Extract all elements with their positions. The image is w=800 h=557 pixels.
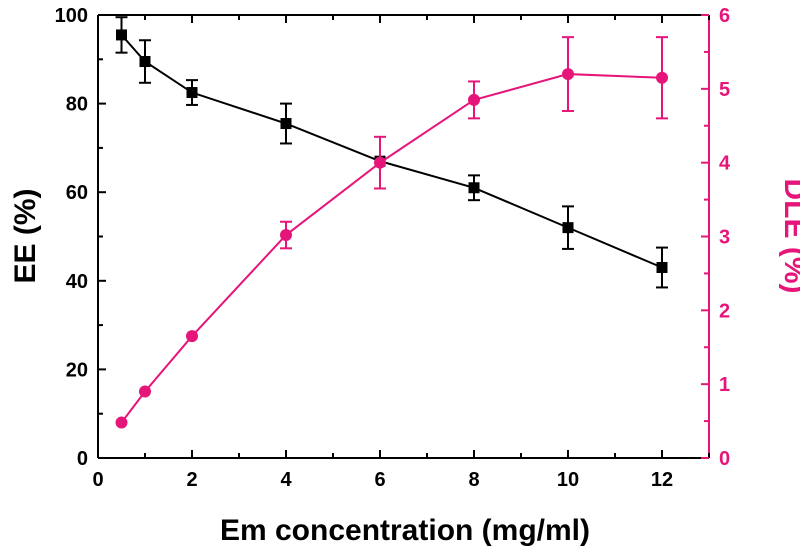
- y-tick-label-left: 80: [66, 94, 88, 116]
- x-tick-label: 8: [468, 469, 479, 491]
- data-point-square: [656, 262, 668, 274]
- x-tick-label: 4: [280, 469, 292, 491]
- series-1: [115, 16, 668, 289]
- data-point-circle: [468, 93, 480, 106]
- y-tick-label-right: 6: [719, 5, 730, 27]
- y-tick-label-left: 40: [66, 271, 88, 293]
- y-tick-label-right: 3: [719, 227, 730, 249]
- y-tick-label-right: 0: [719, 448, 730, 470]
- y-tick-label-left: 0: [77, 448, 88, 470]
- y-axis-title-left: EE (%): [9, 188, 42, 283]
- y-tick-label-left: 60: [66, 182, 88, 204]
- series-layer: [115, 16, 668, 429]
- data-point-square: [186, 87, 198, 99]
- data-point-square: [139, 56, 151, 68]
- x-tick-label: 2: [186, 469, 197, 491]
- data-point-circle: [374, 156, 386, 169]
- data-point-circle: [280, 229, 292, 242]
- data-point-circle: [186, 330, 198, 343]
- x-tick-label: 12: [651, 469, 673, 491]
- data-point-square: [280, 118, 292, 130]
- y-tick-label-right: 5: [719, 79, 730, 101]
- data-point-circle: [139, 385, 151, 398]
- y-tick-label-right: 4: [719, 153, 731, 175]
- x-tick-label: 0: [92, 469, 103, 491]
- y-tick-label-right: 1: [719, 374, 730, 396]
- y-tick-label-left: 20: [66, 359, 88, 381]
- data-point-circle: [562, 68, 574, 81]
- data-point-square: [468, 182, 480, 194]
- y-tick-label-right: 2: [719, 300, 730, 322]
- series-line: [120, 73, 663, 424]
- series-line: [120, 34, 663, 269]
- y-tick-label-left: 100: [55, 5, 88, 27]
- data-point-square: [562, 222, 574, 234]
- data-point-circle: [115, 416, 128, 429]
- x-axis-title: Em concentration (mg/ml): [220, 514, 590, 547]
- x-tick-label: 10: [557, 469, 579, 491]
- series-2: [115, 36, 668, 429]
- data-point-circle: [656, 71, 668, 84]
- data-point-square: [116, 29, 127, 41]
- x-tick-label: 6: [374, 469, 385, 491]
- y-axis-title-right: DLE (%): [778, 179, 800, 294]
